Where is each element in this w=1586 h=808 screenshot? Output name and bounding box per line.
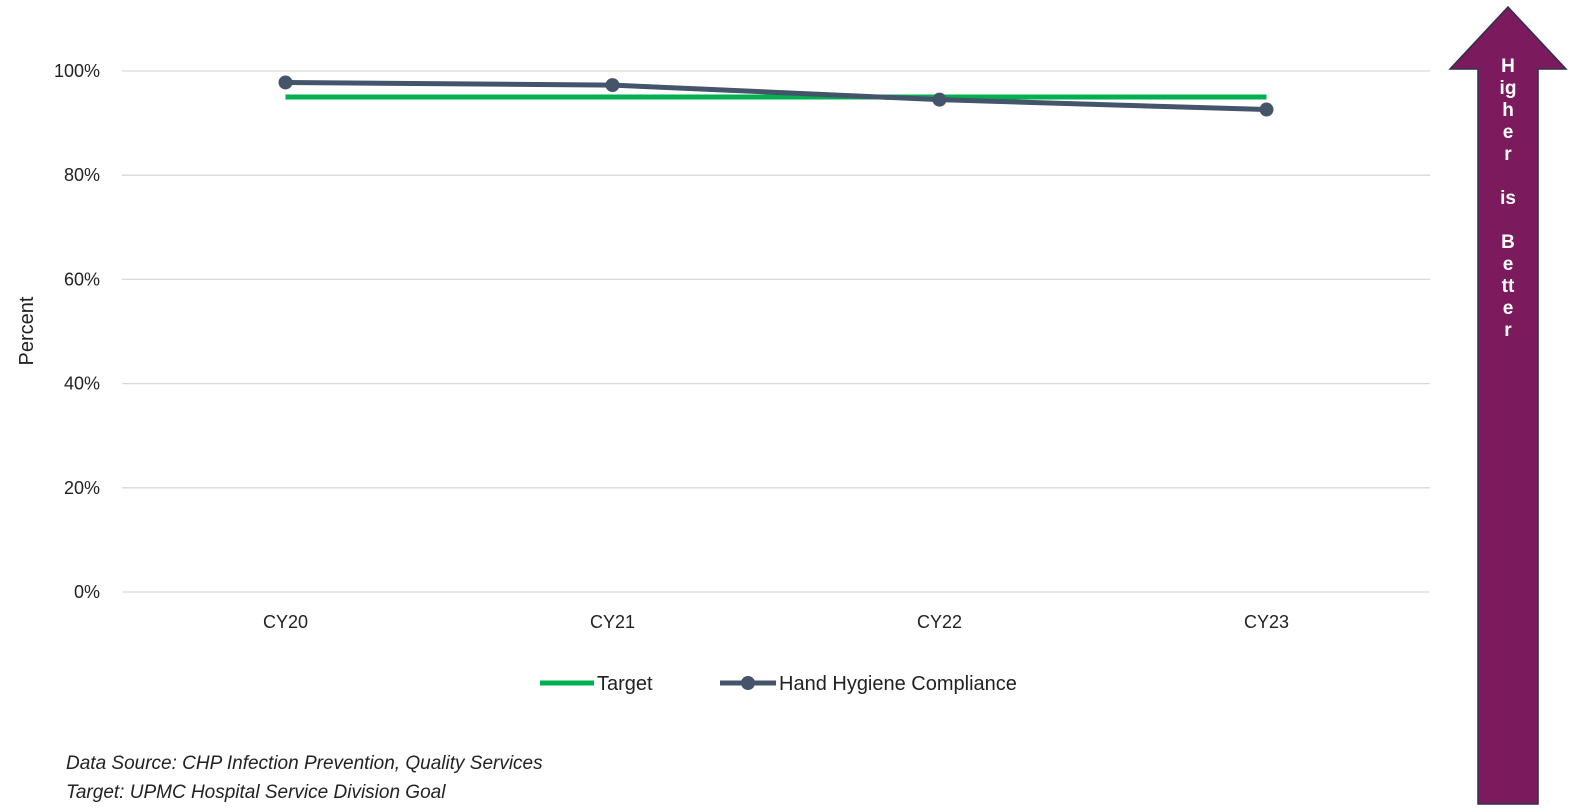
hand-hygiene-compliance-point bbox=[278, 75, 293, 90]
arrow-letter: e bbox=[1503, 298, 1514, 319]
gridlines bbox=[122, 70, 1430, 593]
x-tick-label: CY22 bbox=[917, 612, 962, 632]
y-tick-label: 20% bbox=[64, 478, 100, 498]
legend-target-label: Target bbox=[597, 673, 653, 695]
arrow-letter: r bbox=[1504, 144, 1512, 165]
y-tick-label: 40% bbox=[64, 374, 100, 394]
legend-compliance-marker bbox=[741, 676, 755, 690]
arrow-letter: tt bbox=[1502, 276, 1515, 297]
legend-compliance-label: Hand Hygiene Compliance bbox=[779, 673, 1017, 695]
arrow-letter: e bbox=[1503, 254, 1514, 275]
arrow-shape bbox=[1448, 5, 1568, 805]
x-tick-label: CY23 bbox=[1244, 612, 1289, 632]
arrow-letter: r bbox=[1504, 320, 1512, 341]
target-note: Target: UPMC Hospital Service Division G… bbox=[66, 782, 446, 803]
y-tick-label: 100% bbox=[54, 61, 100, 81]
y-tick-label: 60% bbox=[64, 269, 100, 289]
y-tick-label: 80% bbox=[64, 165, 100, 185]
arrow-letter: B bbox=[1501, 232, 1515, 253]
x-axis-ticks: CY20 CY21 CY22 CY23 bbox=[263, 612, 1289, 632]
hand-hygiene-compliance-line bbox=[283, 79, 1269, 113]
legend: Target Hand Hygiene Compliance bbox=[540, 673, 1017, 695]
x-tick-label: CY20 bbox=[263, 612, 308, 632]
hand-hygiene-compliance-point bbox=[605, 78, 620, 93]
y-tick-label: 0% bbox=[74, 582, 100, 602]
arrow-letter: ig bbox=[1500, 78, 1517, 99]
arrow-letter: is bbox=[1500, 188, 1516, 209]
hand-hygiene-compliance-point bbox=[932, 92, 947, 107]
data-source-note: Data Source: CHP Infection Prevention, Q… bbox=[66, 753, 543, 774]
y-axis-title: Percent bbox=[16, 296, 38, 365]
arrow-letter: e bbox=[1503, 122, 1514, 143]
hand-hygiene-compliance-point bbox=[1259, 102, 1274, 117]
arrow-letter: H bbox=[1501, 56, 1515, 77]
plot-series bbox=[278, 75, 1274, 117]
x-tick-label: CY21 bbox=[590, 612, 635, 632]
arrow-letter: h bbox=[1502, 100, 1514, 121]
y-axis-ticks: 0% 20% 40% 60% 80% 100% bbox=[54, 61, 100, 602]
